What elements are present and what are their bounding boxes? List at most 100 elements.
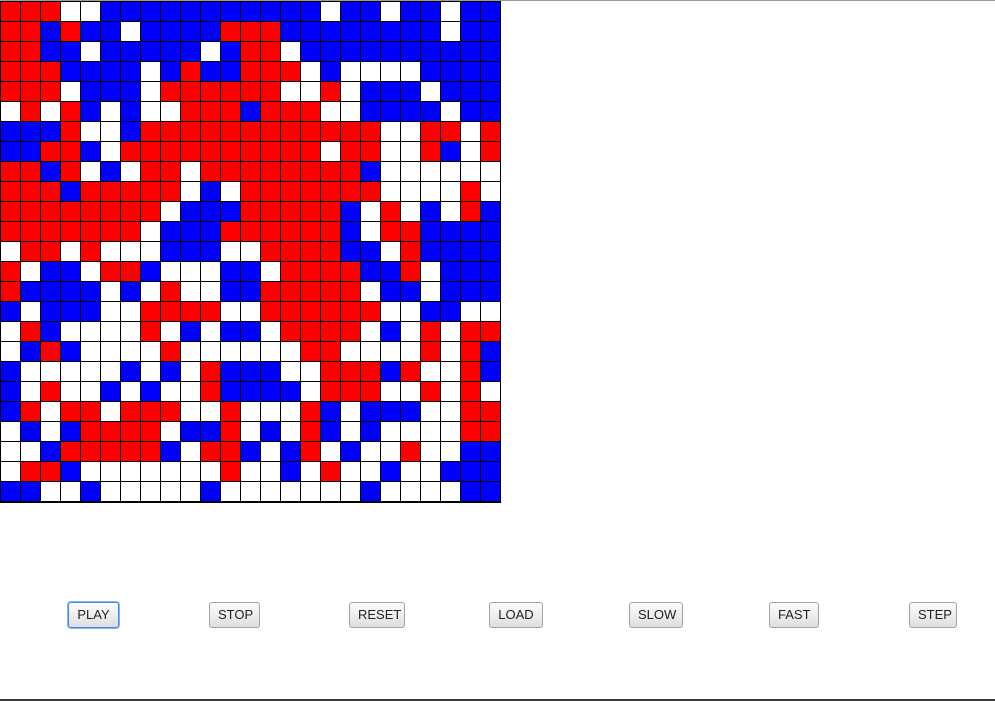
grid-cell[interactable] bbox=[180, 201, 200, 221]
grid-cell[interactable] bbox=[460, 281, 480, 301]
grid-cell[interactable] bbox=[120, 361, 140, 381]
grid-cell[interactable] bbox=[200, 241, 220, 261]
grid-cell[interactable] bbox=[320, 61, 340, 81]
grid-cell[interactable] bbox=[200, 261, 220, 281]
grid-cell[interactable] bbox=[240, 261, 260, 281]
grid-cell[interactable] bbox=[240, 321, 260, 341]
grid-cell[interactable] bbox=[100, 21, 120, 41]
grid-cell[interactable] bbox=[400, 361, 420, 381]
grid-cell[interactable] bbox=[320, 281, 340, 301]
grid-cell[interactable] bbox=[220, 261, 240, 281]
grid-cell[interactable] bbox=[240, 401, 260, 421]
grid-cell[interactable] bbox=[20, 161, 40, 181]
grid-cell[interactable] bbox=[340, 1, 360, 21]
grid-cell[interactable] bbox=[280, 381, 300, 401]
grid-cell[interactable] bbox=[160, 121, 180, 141]
grid-cell[interactable] bbox=[60, 121, 80, 141]
grid-cell[interactable] bbox=[380, 41, 400, 61]
grid-cell[interactable] bbox=[180, 401, 200, 421]
grid-cell[interactable] bbox=[140, 281, 160, 301]
grid-cell[interactable] bbox=[20, 221, 40, 241]
grid-cell[interactable] bbox=[120, 61, 140, 81]
grid-cell[interactable] bbox=[460, 101, 480, 121]
grid-cell[interactable] bbox=[440, 81, 460, 101]
grid-cell[interactable] bbox=[300, 201, 320, 221]
grid-cell[interactable] bbox=[220, 41, 240, 61]
grid-cell[interactable] bbox=[320, 341, 340, 361]
grid-cell[interactable] bbox=[400, 81, 420, 101]
grid-cell[interactable] bbox=[420, 201, 440, 221]
grid-cell[interactable] bbox=[60, 381, 80, 401]
grid-cell[interactable] bbox=[420, 181, 440, 201]
grid-cell[interactable] bbox=[420, 301, 440, 321]
grid-cell[interactable] bbox=[400, 241, 420, 261]
grid-cell[interactable] bbox=[320, 301, 340, 321]
grid-cell[interactable] bbox=[480, 361, 500, 381]
grid-cell[interactable] bbox=[340, 441, 360, 461]
grid-cell[interactable] bbox=[160, 221, 180, 241]
grid-cell[interactable] bbox=[360, 281, 380, 301]
grid-cell[interactable] bbox=[180, 161, 200, 181]
grid-cell[interactable] bbox=[140, 41, 160, 61]
grid-cell[interactable] bbox=[180, 81, 200, 101]
grid-cell[interactable] bbox=[0, 181, 20, 201]
grid-cell[interactable] bbox=[120, 481, 140, 501]
grid-cell[interactable] bbox=[460, 61, 480, 81]
grid-cell[interactable] bbox=[80, 81, 100, 101]
grid-cell[interactable] bbox=[140, 381, 160, 401]
grid-cell[interactable] bbox=[20, 241, 40, 261]
grid-cell[interactable] bbox=[380, 261, 400, 281]
grid-cell[interactable] bbox=[100, 321, 120, 341]
grid-cell[interactable] bbox=[460, 141, 480, 161]
grid-cell[interactable] bbox=[360, 61, 380, 81]
grid-cell[interactable] bbox=[460, 221, 480, 241]
grid-cell[interactable] bbox=[60, 421, 80, 441]
grid-cell[interactable] bbox=[80, 281, 100, 301]
grid-cell[interactable] bbox=[460, 241, 480, 261]
grid-cell[interactable] bbox=[300, 161, 320, 181]
grid-cell[interactable] bbox=[340, 301, 360, 321]
grid-cell[interactable] bbox=[140, 481, 160, 501]
grid-cell[interactable] bbox=[380, 161, 400, 181]
grid-cell[interactable] bbox=[360, 221, 380, 241]
grid-cell[interactable] bbox=[160, 81, 180, 101]
grid-cell[interactable] bbox=[300, 101, 320, 121]
grid-cell[interactable] bbox=[320, 1, 340, 21]
grid-cell[interactable] bbox=[180, 1, 200, 21]
grid-cell[interactable] bbox=[40, 141, 60, 161]
grid-cell[interactable] bbox=[320, 261, 340, 281]
grid-cell[interactable] bbox=[40, 221, 60, 241]
grid-cell[interactable] bbox=[320, 81, 340, 101]
grid-cell[interactable] bbox=[160, 421, 180, 441]
grid-cell[interactable] bbox=[460, 481, 480, 501]
grid-cell[interactable] bbox=[320, 441, 340, 461]
grid-cell[interactable] bbox=[420, 461, 440, 481]
grid-cell[interactable] bbox=[260, 121, 280, 141]
grid-cell[interactable] bbox=[240, 41, 260, 61]
grid-cell[interactable] bbox=[80, 461, 100, 481]
grid-cell[interactable] bbox=[220, 301, 240, 321]
grid-cell[interactable] bbox=[400, 61, 420, 81]
grid-cell[interactable] bbox=[40, 421, 60, 441]
grid-cell[interactable] bbox=[200, 381, 220, 401]
grid-cell[interactable] bbox=[300, 341, 320, 361]
grid-cell[interactable] bbox=[40, 201, 60, 221]
grid-cell[interactable] bbox=[260, 381, 280, 401]
grid-cell[interactable] bbox=[80, 381, 100, 401]
grid-cell[interactable] bbox=[0, 321, 20, 341]
grid-cell[interactable] bbox=[360, 481, 380, 501]
grid-cell[interactable] bbox=[200, 301, 220, 321]
grid-cell[interactable] bbox=[400, 321, 420, 341]
grid-cell[interactable] bbox=[400, 461, 420, 481]
grid-cell[interactable] bbox=[260, 401, 280, 421]
grid-cell[interactable] bbox=[440, 261, 460, 281]
grid-cell[interactable] bbox=[400, 301, 420, 321]
grid-cell[interactable] bbox=[320, 321, 340, 341]
grid-cell[interactable] bbox=[360, 461, 380, 481]
grid-cell[interactable] bbox=[420, 281, 440, 301]
grid-cell[interactable] bbox=[400, 281, 420, 301]
grid-cell[interactable] bbox=[0, 41, 20, 61]
grid-cell[interactable] bbox=[300, 1, 320, 21]
grid-cell[interactable] bbox=[180, 261, 200, 281]
grid-cell[interactable] bbox=[160, 161, 180, 181]
